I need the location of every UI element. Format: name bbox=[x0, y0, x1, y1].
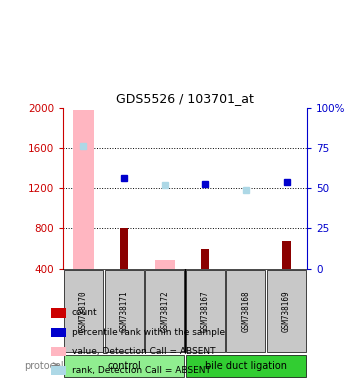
Bar bbox=[201, 249, 209, 269]
Text: bile duct ligation: bile duct ligation bbox=[205, 361, 287, 371]
Bar bbox=[51, 328, 66, 337]
FancyBboxPatch shape bbox=[186, 270, 225, 353]
Bar bbox=[155, 260, 175, 269]
FancyBboxPatch shape bbox=[64, 270, 103, 353]
Text: value, Detection Call = ABSENT: value, Detection Call = ABSENT bbox=[72, 347, 215, 356]
FancyBboxPatch shape bbox=[186, 354, 306, 377]
Bar bbox=[282, 240, 291, 269]
Text: GSM738172: GSM738172 bbox=[160, 290, 169, 332]
Bar bbox=[236, 269, 256, 270]
FancyBboxPatch shape bbox=[145, 270, 184, 353]
Title: GDS5526 / 103701_at: GDS5526 / 103701_at bbox=[116, 92, 254, 105]
Text: GSM738168: GSM738168 bbox=[242, 290, 251, 332]
Text: protocol: protocol bbox=[24, 361, 64, 371]
Bar bbox=[51, 366, 66, 375]
FancyBboxPatch shape bbox=[64, 354, 184, 377]
Text: percentile rank within the sample: percentile rank within the sample bbox=[72, 328, 225, 337]
Text: rank, Detection Call = ABSENT: rank, Detection Call = ABSENT bbox=[72, 366, 210, 375]
Text: GSM738169: GSM738169 bbox=[282, 290, 291, 332]
Text: GSM738167: GSM738167 bbox=[201, 290, 210, 332]
Bar bbox=[120, 228, 128, 269]
Bar bbox=[73, 109, 93, 269]
Bar bbox=[51, 347, 66, 356]
Text: control: control bbox=[107, 361, 141, 371]
Text: count: count bbox=[72, 308, 97, 318]
Text: GSM738171: GSM738171 bbox=[119, 290, 129, 332]
FancyBboxPatch shape bbox=[226, 270, 265, 353]
Text: GSM738170: GSM738170 bbox=[79, 290, 88, 332]
FancyBboxPatch shape bbox=[105, 270, 144, 353]
FancyBboxPatch shape bbox=[267, 270, 306, 353]
Bar bbox=[51, 308, 66, 318]
